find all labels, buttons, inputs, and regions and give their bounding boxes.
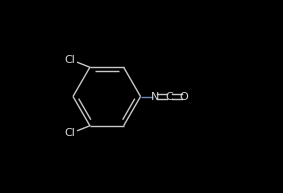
Text: C: C xyxy=(166,91,173,102)
Text: O: O xyxy=(180,91,188,102)
Text: Cl: Cl xyxy=(65,56,75,65)
Text: N: N xyxy=(151,91,159,102)
Text: Cl: Cl xyxy=(65,128,75,137)
